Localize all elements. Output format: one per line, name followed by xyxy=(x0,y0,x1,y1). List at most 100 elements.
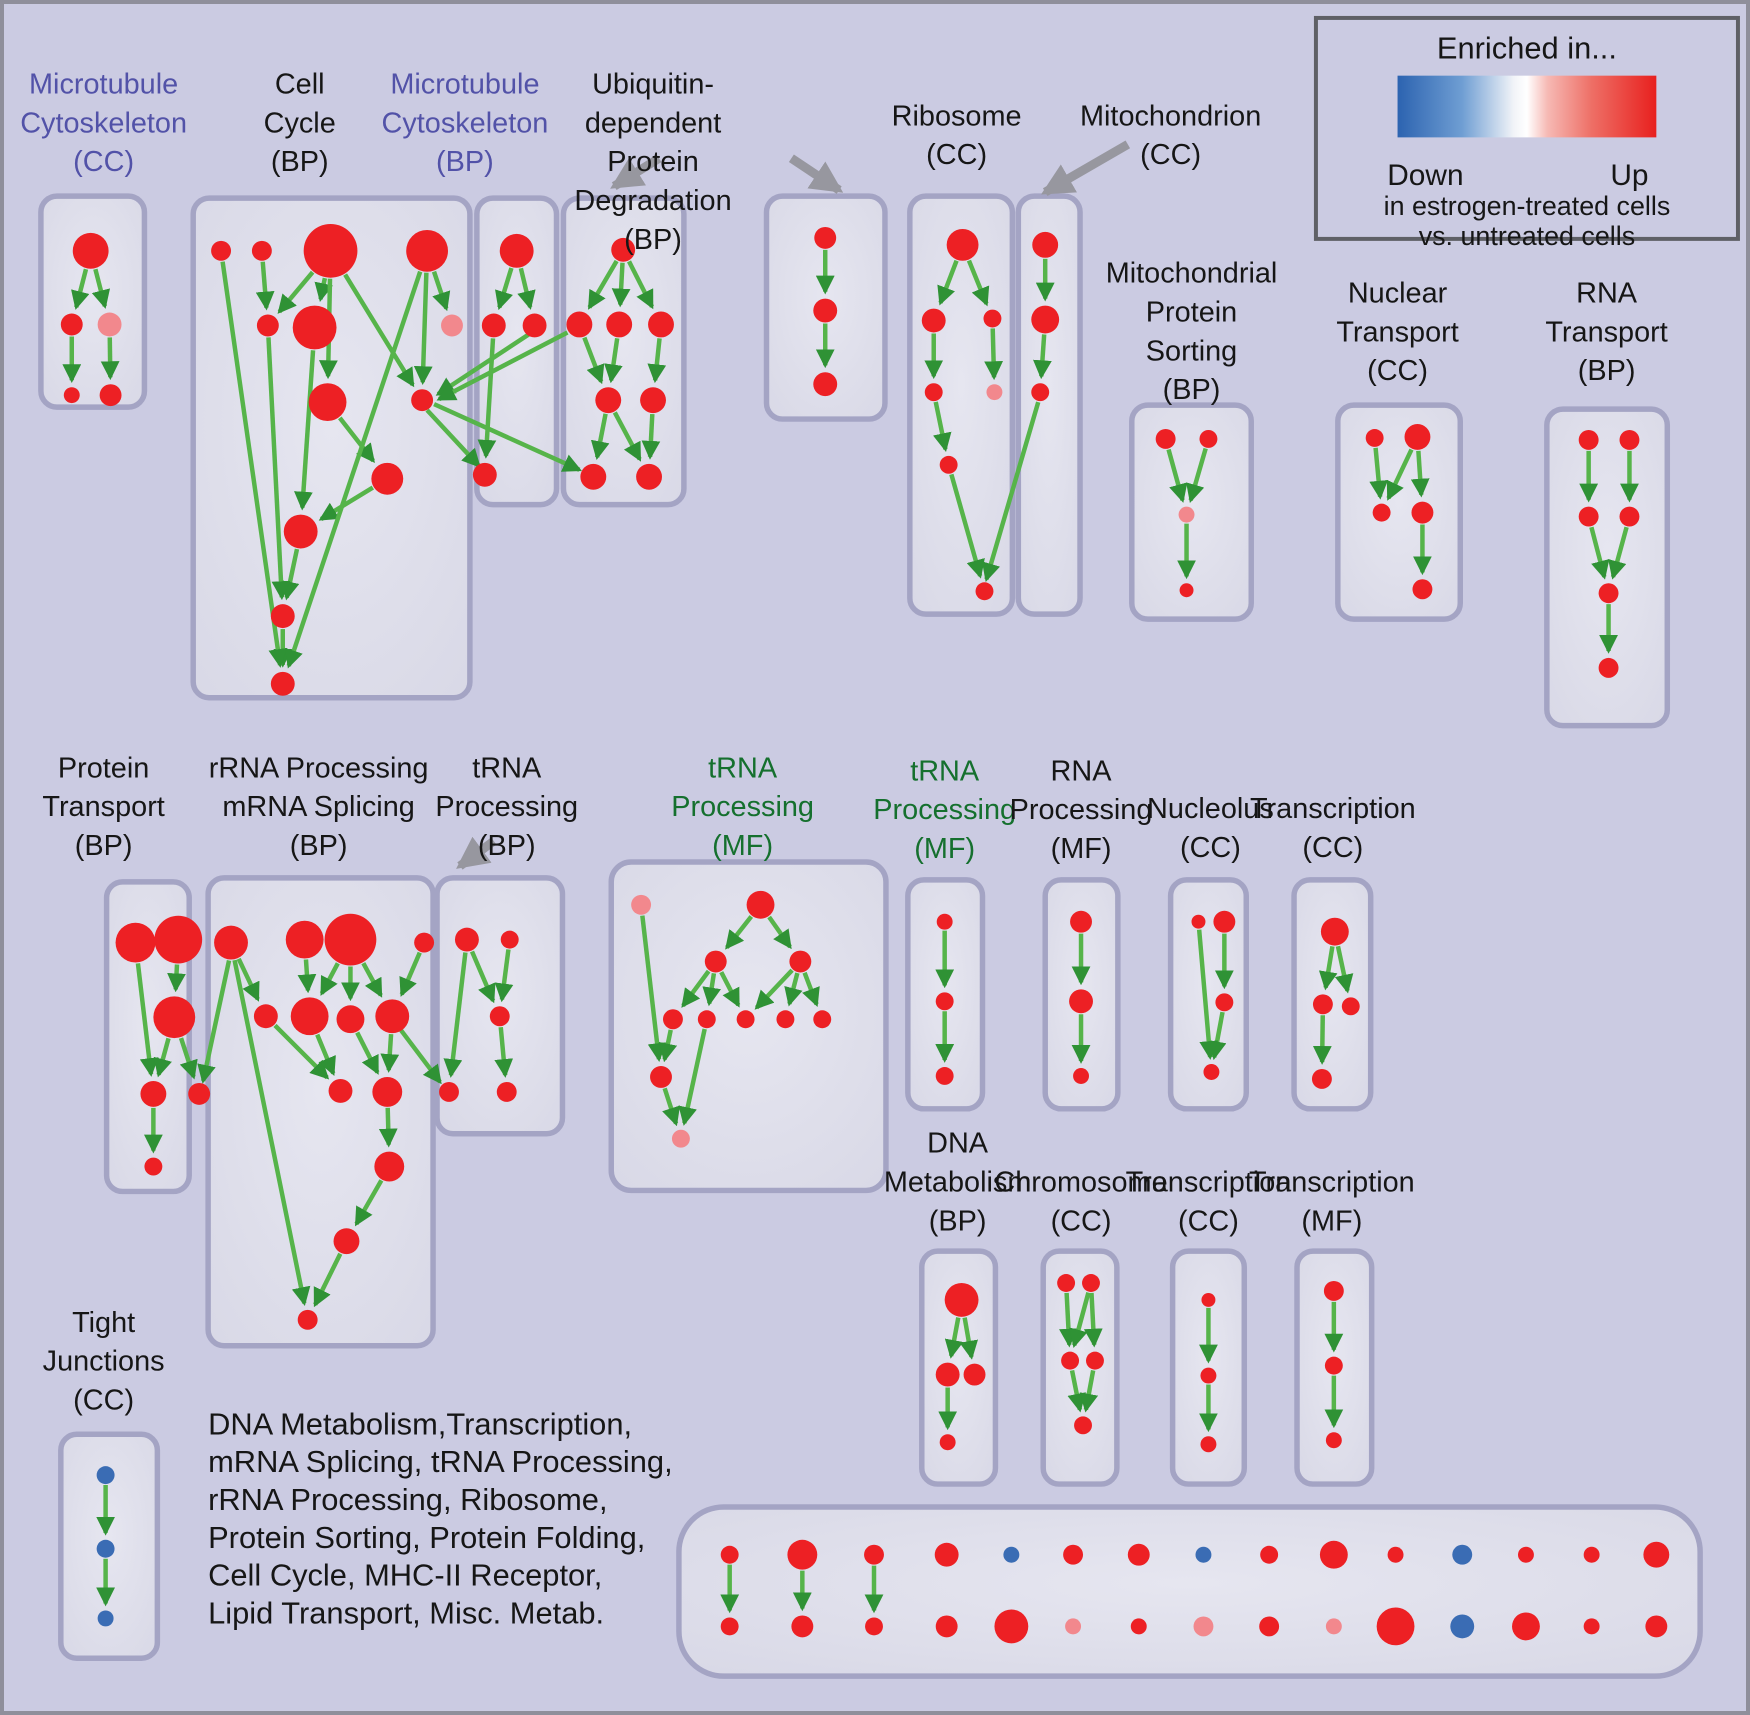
legend-caption-line1: in estrogen-treated cells xyxy=(1384,191,1671,221)
cluster-label-dna-metabolism-bp: DNA Metabolism (BP) xyxy=(884,1128,1032,1238)
go-term-node-red xyxy=(1069,989,1093,1014)
go-term-node-red xyxy=(522,313,547,338)
go-term-node-red xyxy=(935,1615,958,1638)
cluster-label-microtubule-cc: Microtubule Cytoskeleton (CC) xyxy=(20,69,187,179)
cluster-label-line: (BP) xyxy=(624,224,682,256)
misc-terms-line: mRNA Splicing, tRNA Processing, xyxy=(208,1444,673,1479)
go-term-node-red xyxy=(1643,1541,1670,1568)
go-term-node-red xyxy=(411,389,434,412)
cluster-label-line: (BP) xyxy=(478,830,536,862)
go-term-node-red xyxy=(697,1010,716,1029)
enrichment-edge xyxy=(380,1033,400,1073)
cross-cluster-edge xyxy=(981,401,1041,583)
enrichment-edge xyxy=(1334,945,1354,994)
cluster-label-tight-junctions-cc: Tight Junctions (CC) xyxy=(43,1307,165,1417)
enrichment-edge xyxy=(338,416,375,463)
go-term-node-red xyxy=(814,226,837,249)
misc-terms-line: Cell Cycle, MHC-II Receptor, xyxy=(208,1558,602,1593)
go-term-node-red xyxy=(115,922,156,963)
label-callout-arrow xyxy=(1041,140,1131,196)
cluster-label-line: Processing xyxy=(671,791,814,823)
cluster-label-line: dependent xyxy=(585,107,721,139)
go-term-node-red xyxy=(934,1542,959,1567)
go-term-node-red xyxy=(270,604,295,629)
go-term-node-red xyxy=(336,1005,365,1034)
go-term-node-red xyxy=(720,1617,739,1636)
cluster-label-trna-processing-mf-2: tRNA Processing (MF) xyxy=(873,755,1016,865)
cluster-box-chromosome xyxy=(1040,1248,1120,1487)
cluster-label-line: Ribosome xyxy=(892,100,1022,132)
go-term-node-red xyxy=(1517,1546,1534,1563)
enrichment-edge xyxy=(1059,1292,1078,1348)
enrichment-edge xyxy=(681,969,711,1008)
go-term-node-red xyxy=(580,463,607,490)
enrichment-edge xyxy=(355,1031,380,1075)
enrichment-edge xyxy=(343,273,415,388)
legend-title: Enriched in... xyxy=(1437,31,1617,66)
enrichment-edge xyxy=(949,473,985,579)
enrichment-edge xyxy=(431,270,451,312)
go-term-node-blue xyxy=(1450,1614,1475,1639)
go-term-node-red xyxy=(499,233,534,268)
cluster-box-microtubule-cc xyxy=(38,193,148,410)
go-term-node-red xyxy=(791,1615,814,1638)
enrichment-edge xyxy=(754,968,794,1010)
go-term-node-red xyxy=(935,1067,954,1085)
enrichment-edge xyxy=(587,259,619,310)
go-term-node-red xyxy=(636,463,662,490)
label-callout-arrow xyxy=(610,154,662,190)
misc-terms-text-block: DNA Metabolism,Transcription, mRNA Splici… xyxy=(208,1406,673,1630)
cluster-label-line: (BP) xyxy=(929,1205,987,1237)
cluster-label-line: (BP) xyxy=(290,830,348,862)
enrichment-edge xyxy=(647,338,667,384)
go-term-node-red xyxy=(333,1228,360,1255)
go-term-node-red xyxy=(813,372,838,397)
go-term-node-red xyxy=(746,890,775,919)
go-term-node-red xyxy=(1372,503,1391,522)
cluster-label-line: Chromosome xyxy=(994,1166,1167,1198)
go-term-node-red xyxy=(1127,1543,1150,1566)
misc-terms-line: Lipid Transport, Misc. Metab. xyxy=(208,1595,604,1630)
enrichment-edge xyxy=(959,1317,979,1360)
go-term-node-red xyxy=(1645,1615,1668,1638)
enrichment-edge xyxy=(719,971,741,1008)
cluster-box-transcription-cc-mid xyxy=(1291,877,1374,1112)
go-term-node-pink xyxy=(631,894,652,915)
go-term-node-red xyxy=(1201,1292,1216,1307)
cluster-label-line: rRNA Processing xyxy=(209,752,429,784)
enrichment-edge xyxy=(612,411,642,462)
cluster-label-line: Cytoskeleton xyxy=(382,107,549,139)
cluster-label-mito-protein-sorting-bp: Mitochondrial Protein Sorting (BP) xyxy=(1106,258,1278,406)
enrichment-edge xyxy=(590,413,610,461)
go-term-node-red xyxy=(1032,231,1059,258)
enrichment-edge xyxy=(297,959,317,994)
go-term-node-red xyxy=(406,229,449,272)
go-term-node-red xyxy=(1155,429,1176,449)
cluster-label-line: Transcription xyxy=(1126,1166,1292,1198)
go-term-node-red xyxy=(1260,1545,1279,1564)
cluster-box-rna-transport xyxy=(1544,406,1671,729)
go-term-node-pink xyxy=(1178,506,1195,523)
enrichment-edge xyxy=(784,972,803,1007)
go-term-node-red xyxy=(308,383,347,422)
go-term-node-red xyxy=(297,1309,318,1330)
cluster-label-line: Transcription xyxy=(1250,793,1416,825)
go-term-node-red xyxy=(1070,910,1092,933)
go-term-node-red xyxy=(1203,1064,1220,1080)
go-term-node-red xyxy=(994,1609,1029,1644)
go-term-node-red xyxy=(1341,997,1360,1016)
cluster-label-line: tRNA xyxy=(910,755,980,787)
enrichment-edge xyxy=(1069,1292,1091,1348)
cluster-box-microtubule-bp xyxy=(474,195,560,508)
go-term-node-blue xyxy=(1452,1544,1473,1565)
enrichment-edge xyxy=(1196,929,1219,1060)
go-term-node-red xyxy=(648,311,674,338)
misc-terms-line: Protein Sorting, Protein Folding, xyxy=(208,1520,645,1555)
cluster-label-chromosome-cc: Chromosome (CC) xyxy=(994,1166,1167,1237)
cluster-label-line: Microtubule xyxy=(29,69,178,101)
cluster-label-transcription-mf: Transcription (MF) xyxy=(1249,1166,1415,1237)
go-term-node-red xyxy=(935,992,954,1011)
go-term-node-pink xyxy=(1325,1618,1342,1635)
cluster-label-line: Protein xyxy=(58,752,149,784)
